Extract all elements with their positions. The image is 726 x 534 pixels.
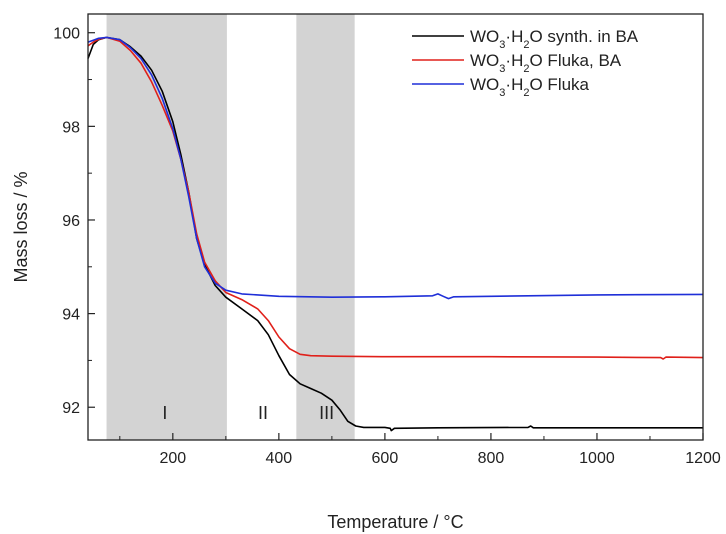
legend-label-3-part-5: O Fluka: [529, 75, 589, 94]
y-tick-label-96: 96: [62, 213, 80, 230]
y-axis-title: Mass loss / %: [11, 171, 31, 282]
legend-label-1-part-5: O synth. in BA: [529, 27, 638, 46]
legend-label-3-part-3: ·H: [505, 75, 523, 94]
legend-label-1-part-3: ·H: [505, 27, 523, 46]
series-line-2: [87, 36, 704, 360]
y-tick-label-98: 98: [62, 119, 80, 136]
legend-label-2-part-5: O Fluka, BA: [529, 51, 621, 70]
y-tick-label-92: 92: [62, 400, 80, 417]
legend-label-3-part-4: 2: [523, 87, 529, 99]
legend-label-2-part-2: 3: [499, 63, 505, 75]
legend-label-2-part-1: WO: [470, 51, 499, 70]
region-label-3: III: [319, 403, 334, 423]
legend-label-1-part-1: WO: [470, 27, 499, 46]
region-label-2: II: [258, 403, 268, 423]
x-tick-label-200: 200: [159, 450, 186, 467]
shaded-region-3: [296, 14, 355, 440]
x-tick-label-400: 400: [266, 450, 293, 467]
ticks-layer: 200 400 600 800 1000 1200 92 94 96 98 100: [53, 26, 721, 467]
x-tick-label-600: 600: [372, 450, 399, 467]
series-line-3: [87, 36, 704, 300]
x-tick-label-800: 800: [478, 450, 505, 467]
series-line-1: [87, 36, 703, 432]
regions-layer: [106, 14, 355, 440]
legend-label-3: WO3·H2O Fluka: [470, 75, 590, 99]
legend-label-1-part-4: 2: [523, 39, 529, 51]
legend-label-3-part-2: 3: [499, 87, 505, 99]
legend-label-3-part-1: WO: [470, 75, 499, 94]
y-tick-label-94: 94: [62, 307, 80, 324]
region-labels-layer: I II III: [162, 403, 334, 423]
legend-label-2-part-3: ·H: [505, 51, 523, 70]
plot-frame: [87, 13, 704, 441]
legend-label-1: WO3·H2O synth. in BA: [470, 27, 639, 51]
shaded-region-1: [106, 14, 227, 440]
x-tick-label-1000: 1000: [579, 450, 615, 467]
legend-label-2-part-4: 2: [523, 63, 529, 75]
legend-label-2: WO3·H2O Fluka, BA: [470, 51, 622, 75]
legend-label-1-part-2: 3: [499, 39, 505, 51]
x-tick-label-1200: 1200: [685, 450, 721, 467]
y-tick-label-100: 100: [53, 26, 80, 43]
region-label-1: I: [162, 403, 167, 423]
lines-layer: [87, 36, 704, 432]
x-axis-title: Temperature / °C: [327, 512, 463, 532]
